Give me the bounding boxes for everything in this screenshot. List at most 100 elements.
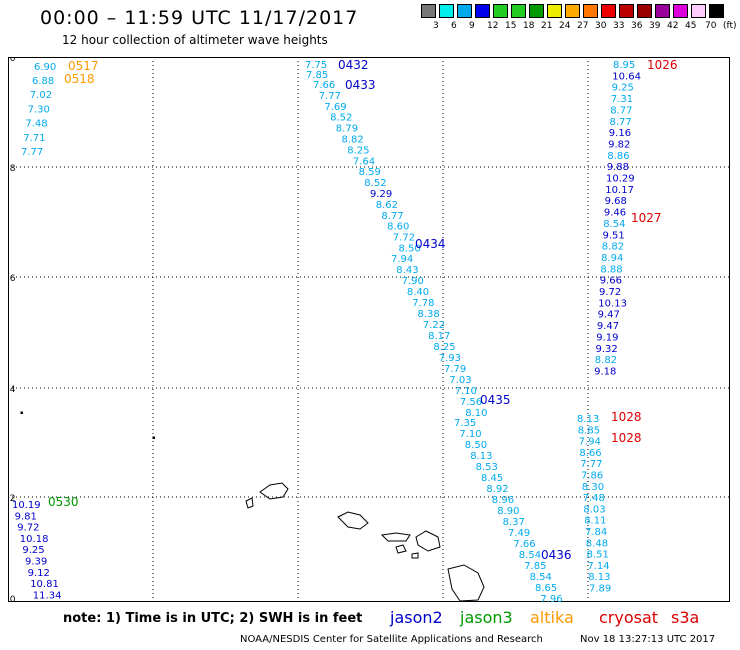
wave-height-reading: 9.19 (596, 332, 618, 343)
scale-label: 33 (613, 21, 625, 31)
wave-height-reading: 9.25 (612, 83, 634, 94)
pass-label: 0435 (480, 393, 511, 407)
wave-height-reading: 7.22 (423, 320, 445, 331)
wave-height-reading: 7.66 (313, 80, 335, 91)
wave-height-reading: 7.94 (391, 254, 413, 265)
wave-height-reading: 7.75 (305, 60, 327, 71)
scale-label: 3 (433, 21, 439, 31)
wave-height-reading: 9.29 (370, 189, 392, 200)
wave-height-reading: 8.86 (607, 151, 629, 162)
credit-line: NOAA/NESDIS Center for Satellite Applica… (240, 634, 543, 645)
pass-label: 1026 (647, 58, 678, 72)
wave-height-reading: 8.25 (433, 342, 455, 353)
scale-label: 21 (541, 21, 553, 31)
lat-tick-label: 20 (8, 595, 16, 602)
scale-swatch (475, 4, 490, 18)
wave-height-reading: 7.48 (583, 493, 605, 504)
wave-height-reading: 9.51 (603, 230, 625, 241)
wave-height-reading: 8.77 (381, 211, 403, 222)
wave-height-reading: 9.12 (28, 568, 50, 579)
wave-height-reading: 8.13 (470, 451, 492, 462)
wave-height-reading: 7.64 (353, 156, 375, 167)
scale-label: (ft) (723, 21, 737, 31)
molokai-outline (380, 532, 411, 542)
scale-swatch (709, 4, 724, 18)
scale-swatch (619, 4, 634, 18)
wave-height-reading: 7.56 (460, 397, 482, 408)
scale-swatch (511, 4, 526, 18)
wave-height-reading: 7.10 (459, 429, 481, 440)
wave-height-reading: 8.96 (492, 495, 514, 506)
wave-height-reading: 9.72 (599, 287, 621, 298)
scale-label: 24 (559, 21, 571, 31)
footer-note: note: 1) Time is in UTC; 2) SWH is in fe… (63, 611, 363, 626)
wave-height-reading: 8.17 (428, 331, 450, 342)
wave-height-reading: 9.68 (605, 196, 627, 207)
wave-height-reading: 7.72 (393, 233, 415, 244)
wave-height-reading: 7.03 (449, 375, 471, 386)
wave-height-reading: 8.13 (577, 414, 599, 425)
wave-height-reading: 8.51 (587, 550, 609, 561)
wave-height-reading: 8.65 (535, 583, 557, 594)
satellite-tracks: 0517 6.90 0518 6.88 7.02 7.30 7.48 7.71 7.77 0432… (12, 58, 678, 602)
lat-tick-label: 28 (8, 164, 16, 174)
kauai-outline (259, 482, 289, 500)
legend-item-cryosat: cryosat (599, 608, 659, 627)
wave-height-reading: 8.77 (610, 105, 632, 116)
wave-height-reading: 8.52 (364, 178, 386, 189)
wave-height-reading: 8.82 (595, 355, 617, 366)
wave-height-reading: 10.13 (598, 298, 627, 309)
wave-height-reading: 8.53 (476, 462, 498, 473)
hawaii-big-island-outline (447, 564, 485, 602)
wave-height-reading: 7.35 (454, 418, 476, 429)
scale-label: 12 (487, 21, 499, 31)
scale-swatch (601, 4, 616, 18)
wave-height-reading: 8.60 (387, 222, 409, 233)
scale-label: 27 (577, 21, 589, 31)
wave-height-reading: 8.40 (407, 287, 429, 298)
wave-height-reading: 8.82 (342, 135, 364, 146)
maui-outline (415, 530, 441, 552)
pass-label: 0434 (415, 237, 446, 251)
scale-label: 6 (451, 21, 457, 31)
wave-height-reading: 10.19 (12, 500, 41, 511)
wave-height-reading: 8.82 (602, 242, 624, 253)
wave-height-reading: 8.77 (610, 117, 632, 128)
wave-height-reading: 7.90 (402, 276, 424, 287)
wave-height-reading: 7.66 (513, 539, 535, 550)
wave-height-reading: 7.96 (540, 594, 562, 602)
scale-swatch (421, 4, 436, 18)
wave-height-reading: 9.25 (22, 545, 44, 556)
scale-swatch (583, 4, 598, 18)
wave-height-reading: 10.18 (20, 534, 49, 545)
scale-label: 36 (631, 21, 643, 31)
wave-height-reading: 7.94 (579, 437, 601, 448)
hawaii-islands (20, 411, 485, 602)
wave-height-reading: 7.77 (580, 459, 602, 470)
map-subtitle: 12 hour collection of altimeter wave hei… (62, 33, 328, 47)
pass-label: 1028 (611, 431, 642, 445)
wave-height-reading: 8.88 (600, 264, 622, 275)
wave-height-reading: 7.78 (412, 298, 434, 309)
scale-swatch (439, 4, 454, 18)
tiny-island (152, 436, 155, 439)
pass-label: 1027 (631, 211, 662, 225)
wave-height-reading: 8.54 (519, 550, 541, 561)
wave-height-reading: 8.10 (465, 408, 487, 419)
wave-height-reading: 7.71 (23, 133, 45, 144)
wave-height-reading: 8.85 (578, 425, 600, 436)
wave-height-reading: 6.90 (34, 62, 56, 73)
wave-height-reading: 9.18 (594, 366, 616, 377)
tiny-island (20, 411, 23, 414)
scale-swatch (673, 4, 688, 18)
lat-tick-label: 30 (8, 57, 16, 64)
lat-tick-label: 24 (8, 385, 16, 395)
scale-swatch (547, 4, 562, 18)
wave-height-reading: 9.47 (598, 310, 620, 321)
map-frame (8, 57, 730, 602)
wave-height-reading: 8.52 (330, 113, 352, 124)
wave-height-reading: 9.39 (25, 557, 47, 568)
scale-label: 18 (523, 21, 535, 31)
wave-height-reading: 8.94 (601, 253, 623, 264)
wave-height-reading: 8.50 (465, 440, 487, 451)
